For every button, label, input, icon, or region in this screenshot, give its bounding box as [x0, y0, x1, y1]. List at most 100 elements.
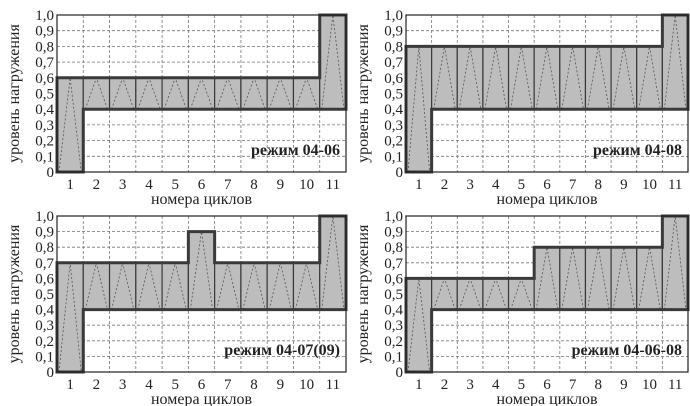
y-tick-label: 0,7: [35, 55, 54, 71]
cycle-waveform: [458, 46, 482, 110]
plot-frame: [56, 14, 347, 173]
y-tick-label: 0: [47, 165, 55, 181]
load-bar-cycle-1: [405, 277, 433, 373]
y-tick-label: 0,3: [384, 118, 403, 134]
y-tick-label: 1,0: [35, 8, 54, 24]
mode-label: режим 04-06: [251, 142, 340, 159]
x-tick-label: 2: [93, 377, 101, 393]
x-tick-label: 6: [543, 177, 551, 193]
x-tick-label: 10: [299, 377, 314, 393]
cycle-waveform: [321, 215, 345, 310]
load-bar-cycle-3: [456, 277, 484, 311]
cycle-waveform: [484, 46, 507, 110]
load-bar-cycle-11: [319, 215, 347, 311]
y-tick-label: 0,6: [384, 271, 403, 287]
load-bar-cycle-8: [240, 77, 268, 110]
load-bar-cycle-3: [456, 45, 484, 110]
y-axis-label: уровень нагружения: [6, 24, 23, 163]
x-tick-label: 9: [620, 177, 628, 193]
y-tick-label: 0,2: [384, 334, 403, 350]
mode-label: режим 04-08: [593, 142, 682, 159]
y-tick-label: 0,2: [35, 334, 54, 350]
y-tick-label: 1,0: [35, 209, 54, 225]
y-tick-label: 0,7: [35, 256, 54, 272]
cycle-waveform: [535, 247, 559, 310]
y-tick-label: 0,4: [35, 303, 54, 319]
y-tick-label: 0,8: [384, 240, 403, 256]
y-tick-label: 0,2: [384, 134, 403, 150]
x-tick-label: 10: [642, 177, 657, 193]
cycle-waveform: [638, 46, 661, 110]
x-tick-label: 1: [66, 177, 74, 193]
cycle-waveform: [612, 247, 636, 310]
cycle-waveform: [663, 215, 687, 310]
y-tick-label: 0,4: [35, 102, 54, 118]
load-bar-cycle-6: [187, 231, 216, 311]
x-tick-label: 8: [595, 377, 603, 393]
x-tick-label: 4: [145, 177, 153, 193]
x-tick-label: 9: [277, 377, 285, 393]
x-tick-label: 6: [543, 377, 551, 393]
y-tick-label: 0: [396, 165, 404, 181]
load-bar-cycle-8: [240, 262, 268, 311]
y-tick-label: 0,2: [35, 134, 54, 150]
cycle-waveform: [587, 46, 610, 110]
y-tick-label: 0: [396, 365, 404, 381]
load-bar-cycle-6: [533, 45, 561, 110]
x-tick-label: 10: [642, 377, 657, 393]
y-axis-label: уровень нагружения: [355, 224, 372, 363]
y-tick-label: 0,3: [35, 118, 54, 134]
y-tick-label: 0,3: [384, 318, 403, 334]
load-bar-cycle-5: [161, 77, 189, 110]
y-tick-label: 0,4: [384, 102, 403, 118]
mode-label: режим 04-07(09): [224, 342, 340, 359]
y-tick-label: 0,5: [384, 87, 403, 103]
y-tick-label: 0,3: [35, 318, 54, 334]
load-bar-cycle-10: [292, 77, 321, 110]
y-tick-label: 0,6: [35, 71, 54, 87]
y-tick-label: 0: [47, 365, 55, 381]
chart-panel-4: 00,10,20,30,40,50,60,70,80,91,0 1 2 3 4 5 6 7 8 9…: [355, 209, 690, 406]
x-tick-label: 8: [250, 177, 258, 193]
y-tick-label: 0,8: [35, 240, 54, 256]
y-tick-label: 0,1: [35, 149, 54, 165]
chart-panel-2: 00,10,20,30,40,50,60,70,80,91,0 1 2 3 4 5 6 7 8 9…: [355, 8, 690, 208]
y-tick-label: 0,1: [384, 149, 403, 165]
x-tick-label: 10: [299, 177, 314, 193]
load-bar-cycle-5: [507, 277, 535, 311]
x-tick-label: 4: [492, 377, 500, 393]
plot-frame: [405, 215, 689, 373]
y-tick-label: 0,5: [35, 87, 54, 103]
cycle-waveform: [587, 247, 610, 310]
y-axis-label: уровень нагружения: [6, 224, 23, 363]
y-tick-label: 0,7: [384, 55, 403, 71]
cycle-waveform: [535, 46, 559, 110]
x-tick-label: 7: [224, 377, 232, 393]
x-tick-label: 4: [145, 377, 153, 393]
cycle-waveform: [510, 46, 533, 110]
cycle-waveform: [407, 278, 431, 373]
x-tick-label: 7: [224, 177, 232, 193]
x-tick-label: 11: [668, 177, 682, 193]
y-tick-label: 0,4: [384, 303, 403, 319]
y-axis-label: уровень нагружения: [355, 24, 372, 163]
x-tick-label: 2: [93, 177, 101, 193]
load-bar-cycle-6: [187, 77, 216, 110]
x-tick-label: 3: [119, 377, 127, 393]
load-bar-cycle-1: [56, 77, 84, 173]
x-tick-label: 6: [198, 177, 206, 193]
load-bar-cycle-2: [431, 45, 458, 110]
y-tick-label: 0,9: [35, 225, 54, 241]
load-bar-cycle-4: [135, 262, 163, 311]
y-tick-label: 0,6: [35, 271, 54, 287]
cycle-waveform: [612, 46, 636, 110]
x-tick-label: 9: [620, 377, 628, 393]
y-tick-label: 0,1: [35, 349, 54, 365]
load-bar-cycle-9: [266, 262, 295, 311]
x-tick-label: 9: [277, 177, 285, 193]
x-tick-label: 7: [569, 177, 577, 193]
y-tick-label: 1,0: [384, 8, 403, 24]
x-tick-label: 4: [492, 177, 500, 193]
